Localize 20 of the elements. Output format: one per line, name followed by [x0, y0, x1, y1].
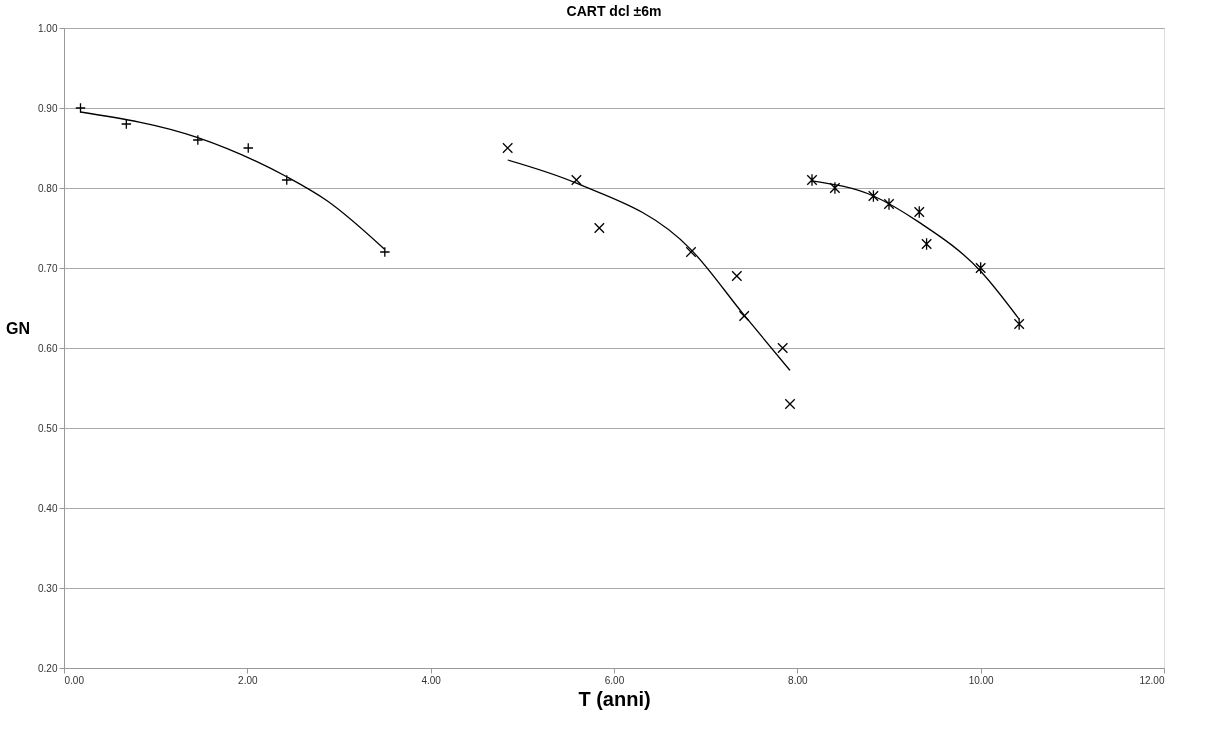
line-series [507, 159, 791, 372]
x-tick-label: 0.00 [64, 674, 85, 686]
x-tick-label: 12.00 [1139, 674, 1165, 686]
y-tick-label: 0.90 [38, 102, 58, 114]
y-tick-label: 0.40 [38, 502, 58, 514]
y-tick-label: 0.20 [38, 662, 58, 674]
y-tick-label: 0.70 [38, 262, 58, 274]
x-tick-label: 10.00 [968, 674, 995, 686]
x-tick-label: 6.00 [604, 674, 625, 686]
chart-title: CART dcl ±6m [566, 3, 662, 19]
y-tick-label: 1.00 [38, 22, 58, 34]
y-tick-label: 0.50 [38, 422, 58, 434]
x-tick-label: 2.00 [238, 674, 258, 686]
y-tick-label: 0.80 [38, 182, 58, 194]
y-axis-title: GN [6, 319, 31, 337]
y-tick-label: 0.30 [38, 582, 58, 594]
x-axis-title: T (anni) [578, 687, 651, 710]
y-tick-label: 0.60 [38, 342, 58, 354]
x-tick-label: 4.00 [421, 674, 442, 686]
x-tick-label: 8.00 [788, 674, 808, 686]
